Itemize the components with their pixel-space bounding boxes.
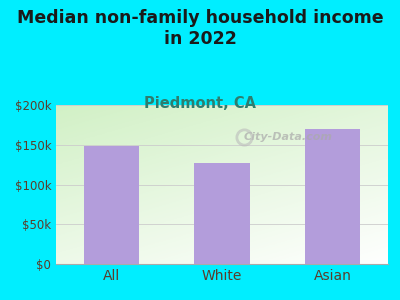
Bar — [305, 129, 360, 264]
Text: Median non-family household income
in 2022: Median non-family household income in 20… — [17, 9, 383, 48]
Bar — [84, 146, 139, 264]
Bar — [194, 163, 250, 264]
Text: Piedmont, CA: Piedmont, CA — [144, 96, 256, 111]
Text: City-Data.com: City-Data.com — [244, 132, 333, 142]
